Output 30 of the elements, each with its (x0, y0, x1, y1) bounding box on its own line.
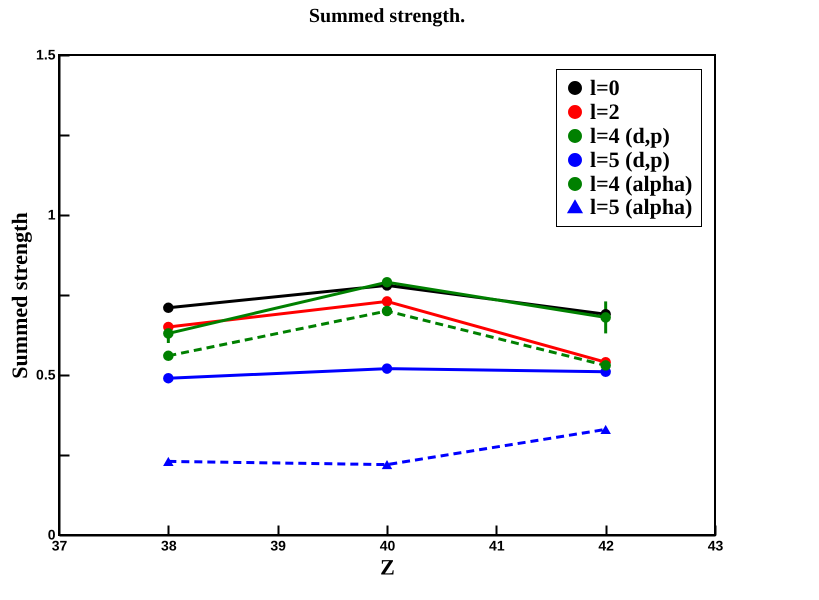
point (600, 360, 611, 371)
legend-label: l=0 (590, 75, 620, 100)
y-tick-label: 1.5 (36, 46, 56, 62)
point (163, 328, 174, 339)
x-tick-label: 41 (489, 538, 505, 554)
point (382, 363, 392, 374)
point (163, 302, 174, 314)
point (382, 296, 392, 307)
y-tick-label: 0.5 (36, 366, 56, 382)
legend-label: l=2 (590, 99, 620, 124)
x-tick-label: 43 (708, 538, 724, 554)
chart-title: Summed strength. (308, 5, 466, 27)
x-axis-title: Z (380, 554, 395, 580)
x-tick-label: 42 (598, 538, 614, 554)
point (382, 276, 392, 288)
point (382, 460, 392, 470)
x-tick-label: 40 (380, 538, 396, 554)
x-tick-label: 38 (161, 538, 177, 554)
point (163, 350, 174, 362)
x-tick-label: 39 (270, 538, 286, 554)
point (382, 306, 392, 316)
legend-label: l=4 (alpha) (590, 171, 692, 196)
legend-label: l=5 (d,p) (590, 147, 670, 172)
point (600, 424, 611, 434)
legend-label: l=4 (d,p) (590, 123, 670, 148)
point (600, 312, 611, 323)
y-tick-label: 1 (48, 206, 56, 222)
point (163, 372, 174, 384)
point (163, 456, 174, 466)
y-axis-title: Summed strength (7, 212, 32, 379)
